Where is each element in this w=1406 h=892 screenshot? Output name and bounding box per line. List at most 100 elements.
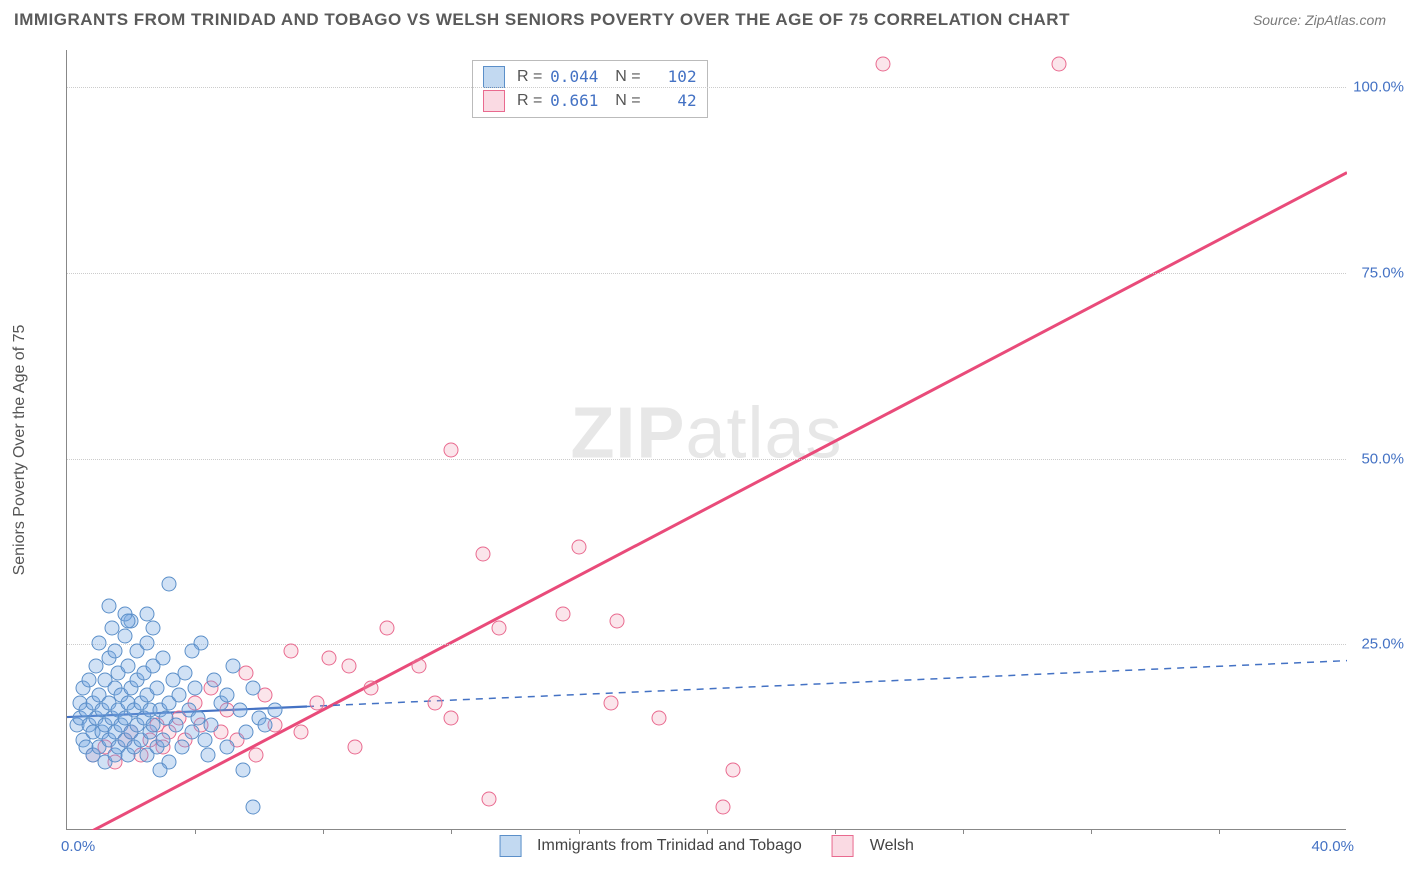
- scatter-point: [876, 56, 891, 71]
- scatter-point: [284, 643, 299, 658]
- n-value: 42: [645, 89, 697, 113]
- scatter-point: [482, 792, 497, 807]
- scatter-point: [428, 695, 443, 710]
- scatter-point: [293, 725, 308, 740]
- x-tick-mark: [323, 829, 324, 834]
- scatter-point: [572, 539, 587, 554]
- scatter-point: [149, 680, 164, 695]
- legend-item: Immigrants from Trinidad and Tobago: [499, 835, 802, 857]
- legend-series: Immigrants from Trinidad and Tobago Welsh: [499, 835, 914, 857]
- scatter-point: [610, 614, 625, 629]
- y-axis-label: Seniors Poverty Over the Age of 75: [11, 325, 29, 576]
- chart-container: Seniors Poverty Over the Age of 75 ZIPat…: [30, 40, 1390, 860]
- scatter-point: [348, 740, 363, 755]
- scatter-point: [92, 636, 107, 651]
- gridline-h: [67, 273, 1346, 274]
- plot-area: ZIPatlas R =0.044 N =102R = 0.661 N = 42…: [66, 50, 1346, 830]
- source-attribution: Source: ZipAtlas.com: [1253, 12, 1386, 28]
- legend-stat-row: R =0.044 N =102: [483, 65, 697, 89]
- scatter-point: [1052, 56, 1067, 71]
- scatter-point: [258, 718, 273, 733]
- scatter-point: [140, 636, 155, 651]
- x-tick-mark: [1219, 829, 1220, 834]
- scatter-point: [380, 621, 395, 636]
- gridline-h: [67, 644, 1346, 645]
- scatter-point: [248, 747, 263, 762]
- n-value: 102: [645, 65, 697, 89]
- scatter-point: [220, 740, 235, 755]
- x-tick-max: 40.0%: [1311, 838, 1354, 855]
- y-tick-label: 50.0%: [1352, 450, 1404, 467]
- scatter-point: [175, 740, 190, 755]
- legend-swatch: [483, 66, 505, 88]
- scatter-point: [716, 799, 731, 814]
- n-label: N =: [615, 89, 640, 113]
- scatter-point: [492, 621, 507, 636]
- scatter-point: [152, 762, 167, 777]
- x-tick-mark: [195, 829, 196, 834]
- x-tick-mark: [835, 829, 836, 834]
- n-label: N =: [615, 65, 640, 89]
- scatter-point: [236, 762, 251, 777]
- y-tick-label: 25.0%: [1352, 636, 1404, 653]
- scatter-point: [120, 658, 135, 673]
- scatter-point: [82, 673, 97, 688]
- gridline-h: [67, 459, 1346, 460]
- scatter-point: [239, 666, 254, 681]
- scatter-point: [556, 606, 571, 621]
- legend-item: Welsh: [832, 835, 914, 857]
- scatter-point: [412, 658, 427, 673]
- x-tick-mark: [707, 829, 708, 834]
- scatter-point: [178, 666, 193, 681]
- scatter-point: [725, 762, 740, 777]
- scatter-point: [245, 799, 260, 814]
- legend-label: Immigrants from Trinidad and Tobago: [537, 837, 802, 855]
- scatter-point: [197, 732, 212, 747]
- r-label: R =: [517, 89, 542, 113]
- scatter-point: [168, 718, 183, 733]
- scatter-point: [258, 688, 273, 703]
- scatter-point: [232, 703, 247, 718]
- scatter-point: [604, 695, 619, 710]
- scatter-point: [200, 747, 215, 762]
- legend-swatch: [832, 835, 854, 857]
- x-tick-min: 0.0%: [61, 838, 95, 855]
- scatter-point: [204, 718, 219, 733]
- gridline-h: [67, 87, 1346, 88]
- scatter-point: [108, 643, 123, 658]
- scatter-point: [268, 703, 283, 718]
- scatter-point: [444, 443, 459, 458]
- r-value: 0.044: [546, 65, 598, 89]
- scatter-point: [341, 658, 356, 673]
- scatter-point: [101, 599, 116, 614]
- x-tick-mark: [963, 829, 964, 834]
- scatter-point: [652, 710, 667, 725]
- scatter-point: [245, 680, 260, 695]
- scatter-point: [476, 547, 491, 562]
- r-label: R =: [517, 65, 542, 89]
- legend-swatch: [483, 90, 505, 112]
- scatter-point: [184, 643, 199, 658]
- scatter-point: [146, 621, 161, 636]
- scatter-point: [226, 658, 241, 673]
- scatter-point: [220, 688, 235, 703]
- scatter-point: [162, 576, 177, 591]
- x-tick-mark: [579, 829, 580, 834]
- x-tick-mark: [1091, 829, 1092, 834]
- scatter-point: [364, 680, 379, 695]
- y-tick-label: 100.0%: [1352, 79, 1404, 96]
- legend-stats: R =0.044 N =102R = 0.661 N = 42: [472, 60, 708, 118]
- legend-stat-row: R = 0.661 N = 42: [483, 89, 697, 113]
- legend-label: Welsh: [870, 837, 914, 855]
- scatter-point: [156, 732, 171, 747]
- chart-title: IMMIGRANTS FROM TRINIDAD AND TOBAGO VS W…: [14, 10, 1070, 30]
- scatter-point: [322, 651, 337, 666]
- legend-swatch: [499, 835, 521, 857]
- scatter-point: [309, 695, 324, 710]
- scatter-point: [172, 688, 187, 703]
- scatter-point: [156, 651, 171, 666]
- header: IMMIGRANTS FROM TRINIDAD AND TOBAGO VS W…: [0, 0, 1406, 38]
- r-value: 0.661: [546, 89, 598, 113]
- x-tick-mark: [451, 829, 452, 834]
- scatter-point: [444, 710, 459, 725]
